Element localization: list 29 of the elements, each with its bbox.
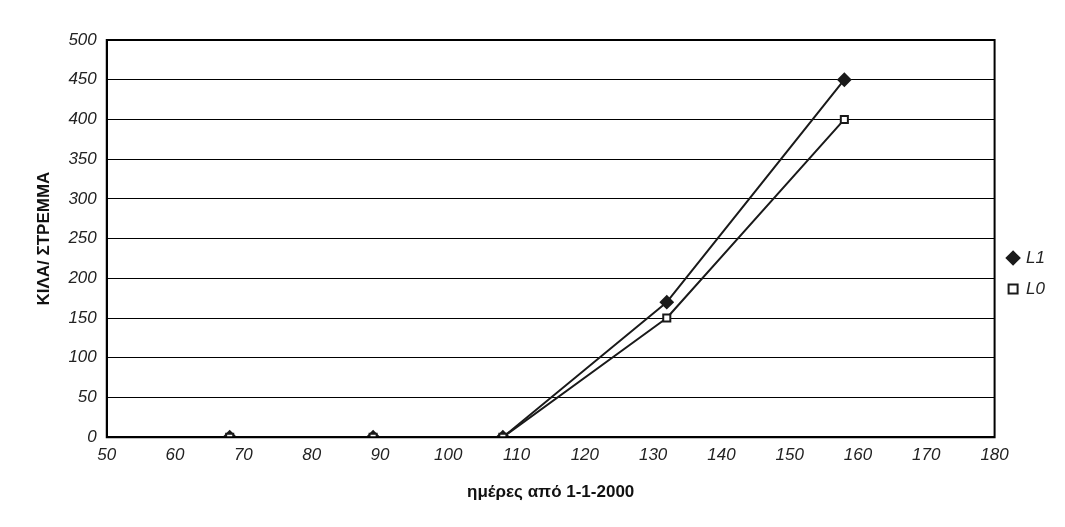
y-tick-label: 250 bbox=[67, 228, 98, 248]
x-tick-label: 140 bbox=[707, 445, 737, 465]
y-tick-label: 100 bbox=[68, 347, 98, 367]
y-tick-label: 50 bbox=[77, 387, 98, 407]
y-tick-label: 200 bbox=[67, 268, 98, 288]
x-tick-label: 130 bbox=[638, 445, 668, 465]
y-tick-label: 400 bbox=[68, 109, 98, 129]
x-tick-label: 110 bbox=[502, 445, 531, 465]
y-tick-label: 300 bbox=[68, 188, 98, 208]
x-axis-title: ημέρες από 1-1-2000 bbox=[467, 482, 635, 502]
legend-label: L0 bbox=[1026, 278, 1046, 298]
x-tick-label: 90 bbox=[370, 445, 390, 465]
legend-label: L1 bbox=[1026, 247, 1046, 267]
y-tick-label: 0 bbox=[87, 426, 98, 446]
x-tick-label: 180 bbox=[980, 445, 1010, 465]
y-tick-label: 150 bbox=[68, 307, 98, 327]
y-axis-title: ΚΙΛΑ/ ΣΤΡΕΜΜΑ bbox=[33, 171, 53, 306]
y-tick-label: 450 bbox=[68, 69, 98, 89]
x-tick-label: 60 bbox=[165, 445, 186, 465]
x-tick-label: 160 bbox=[843, 445, 873, 465]
x-tick-label: 100 bbox=[434, 445, 463, 465]
x-tick-label: 170 bbox=[912, 445, 942, 465]
x-tick-label: 80 bbox=[302, 445, 322, 465]
y-tick-label: 500 bbox=[68, 29, 98, 49]
x-tick-label: 50 bbox=[97, 445, 117, 465]
x-tick-label: 150 bbox=[775, 445, 805, 465]
y-tick-label: 350 bbox=[68, 148, 98, 168]
x-tick-label: 70 bbox=[233, 445, 254, 465]
x-tick-label: 120 bbox=[570, 445, 600, 465]
